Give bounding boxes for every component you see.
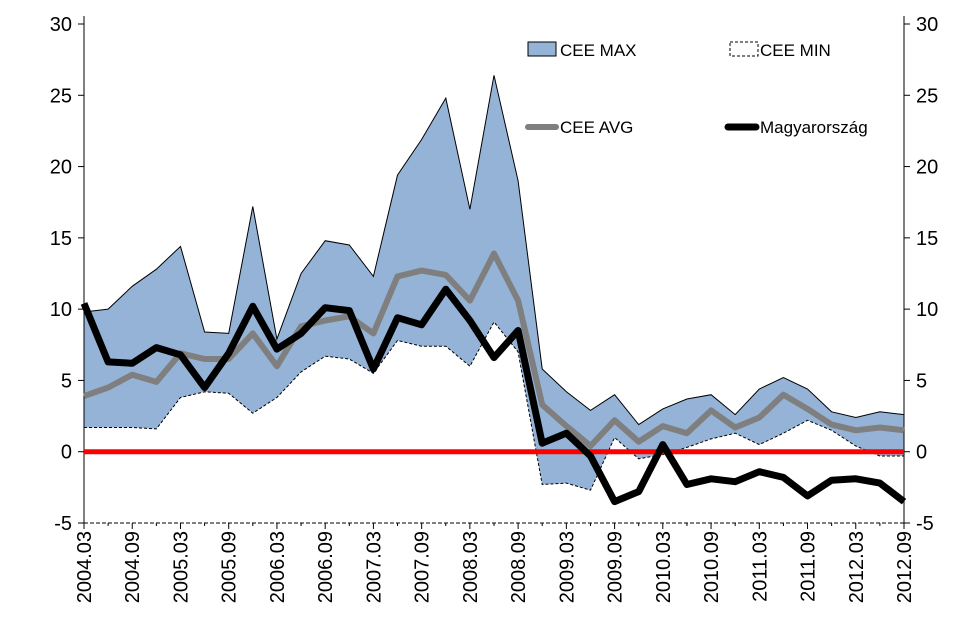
y-tick-label-right: 0 <box>916 442 927 464</box>
cee-max-area <box>84 75 904 491</box>
y-tick-label-left: 5 <box>61 370 72 392</box>
y-tick-label-left: 0 <box>61 442 72 464</box>
y-tick-label-left: -5 <box>54 513 72 535</box>
y-tick-label-left: 20 <box>50 157 72 179</box>
x-tick-label: 2005.09 <box>219 531 241 603</box>
legend-label-cee-min: CEE MIN <box>760 41 831 60</box>
y-tick-label-right: 30 <box>916 14 938 36</box>
y-tick-label-left: 15 <box>50 228 72 250</box>
x-tick-label: 2006.09 <box>315 531 337 603</box>
axes-layer: -5 -5 0 0 5 5 10 10 15 15 20 20 25 25 30 30 2004.03 2004.… <box>50 14 939 603</box>
x-tick-label: 2012.03 <box>846 531 868 603</box>
band-layer <box>83 75 905 491</box>
legend: CEE MAX CEE MIN CEE AVG Magyarország <box>525 41 868 137</box>
y-tick-label-right: -5 <box>916 513 934 535</box>
legend-swatch-cee-min <box>729 41 759 57</box>
magyarorszag-line <box>80 285 907 506</box>
y-tick-label-left: 30 <box>50 14 72 36</box>
legend-label-cee-max: CEE MAX <box>560 41 637 60</box>
y-tick-label-right: 10 <box>916 299 938 321</box>
y-tick-label-right: 20 <box>916 157 938 179</box>
x-tick-label: 2008.09 <box>508 531 530 603</box>
cee-min-outline <box>84 321 904 491</box>
x-tick-label: 2004.09 <box>122 531 144 603</box>
x-tick-label: 2009.09 <box>605 531 627 603</box>
y-tick-label-left: 25 <box>50 85 72 107</box>
y-tick-label-left: 10 <box>50 299 72 321</box>
x-tick-label: 2009.03 <box>556 531 578 603</box>
x-tick-label: 2011.03 <box>749 531 771 602</box>
x-tick-label: 2006.03 <box>267 531 289 603</box>
x-tick-label: 2005.03 <box>170 531 192 603</box>
x-tick-label: 2011.09 <box>798 531 820 602</box>
y-tick-label-right: 25 <box>916 85 938 107</box>
legend-swatch-cee-max <box>527 41 557 57</box>
x-tick-label: 2010.03 <box>653 531 675 603</box>
legend-label-magyarorszag: Magyarország <box>760 118 868 137</box>
legend-label-cee-avg: CEE AVG <box>560 118 633 137</box>
x-tick-label: 2008.03 <box>460 531 482 603</box>
lines-layer <box>80 250 907 506</box>
x-tick-label: 2012.09 <box>894 531 916 603</box>
x-tick-label: 2007.03 <box>363 531 385 603</box>
x-tick-label: 2004.03 <box>74 531 96 603</box>
cee-max-outline <box>83 75 905 426</box>
y-tick-label-right: 5 <box>916 370 927 392</box>
x-tick-label: 2007.09 <box>412 531 434 603</box>
x-tick-label: 2010.09 <box>701 531 723 603</box>
y-tick-label-right: 15 <box>916 228 938 250</box>
